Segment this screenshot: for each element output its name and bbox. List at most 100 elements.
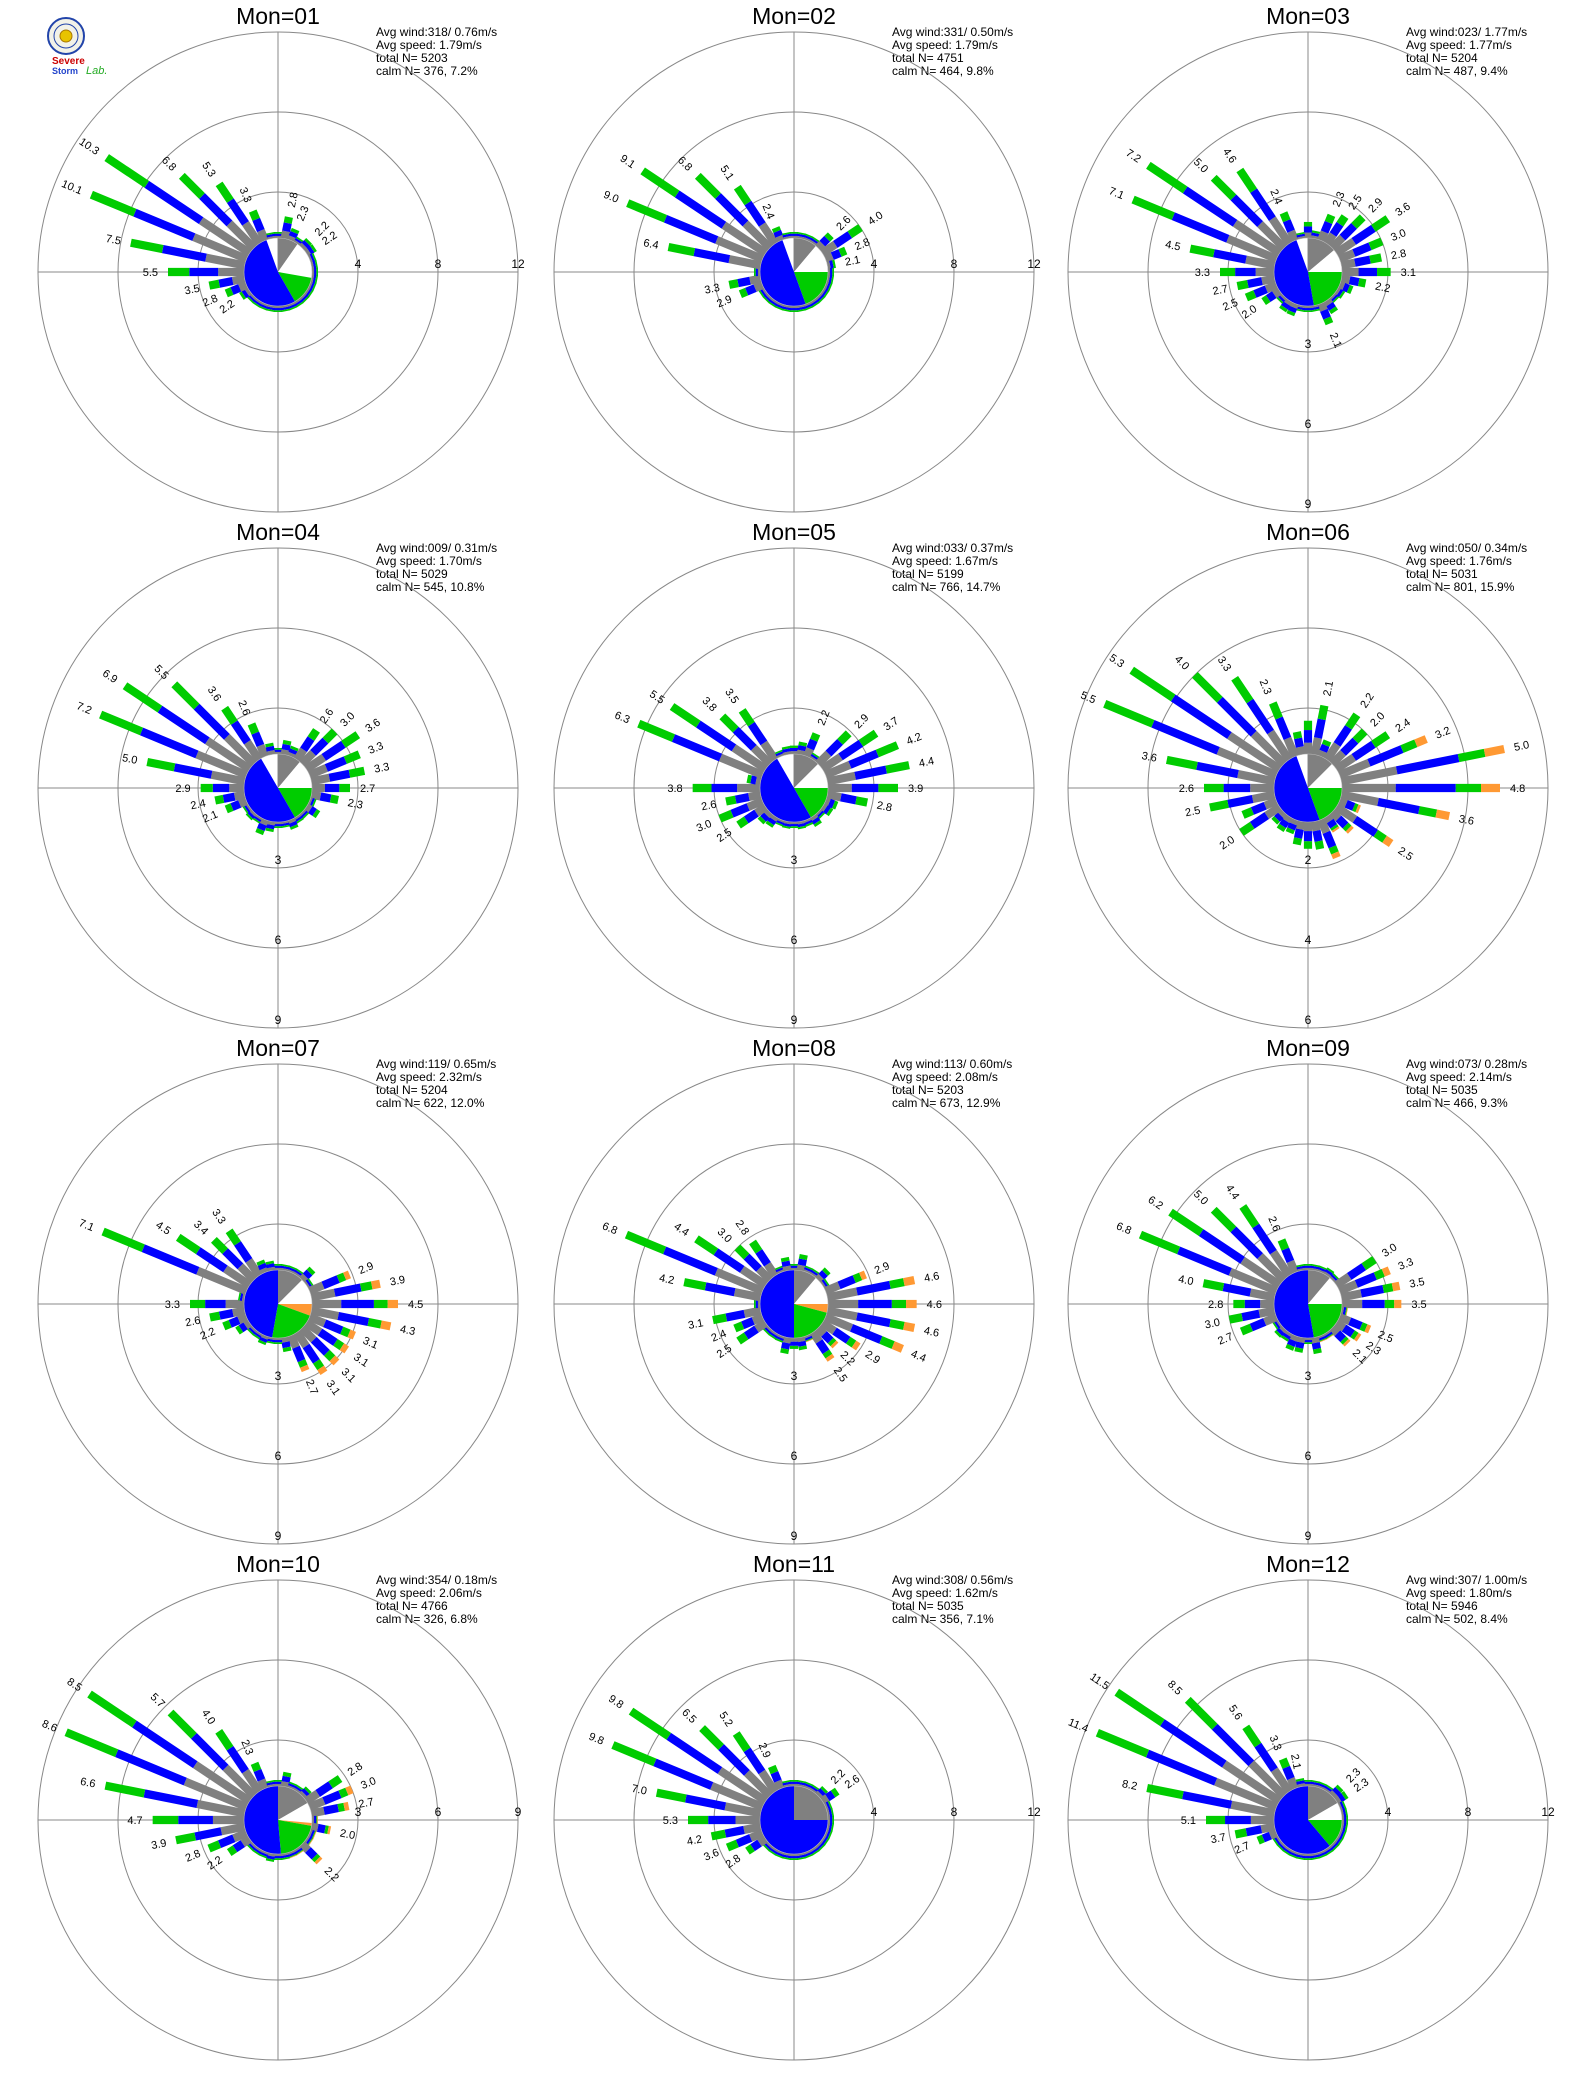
petal-segment <box>1227 794 1254 808</box>
petal-segment <box>238 281 249 292</box>
petal-segment <box>774 1265 784 1271</box>
petal-segment <box>1344 800 1356 811</box>
petal-segment <box>1335 1836 1343 1845</box>
petal-value-label: 7.5 <box>105 233 122 248</box>
petal-segment <box>307 289 314 298</box>
stat-avg-wind: Avg wind:307/ 1.00m/s <box>1406 1573 1527 1587</box>
petal-segment <box>1294 1347 1304 1353</box>
petal-segment <box>823 1837 830 1846</box>
petal-segment <box>173 763 213 779</box>
petal-segment <box>234 1241 253 1263</box>
petal-segment <box>1337 1792 1346 1803</box>
petal-segment <box>303 803 313 813</box>
petal-segment <box>130 238 164 254</box>
petal-segment <box>1329 809 1342 822</box>
petal-segment <box>754 1319 769 1333</box>
stat-avg-wind: Avg wind:113/ 0.60m/s <box>892 1057 1012 1071</box>
petal-segment <box>719 713 739 733</box>
petal-segment <box>1323 1329 1332 1337</box>
petal-segment <box>329 1355 340 1366</box>
petal-segment <box>1350 1330 1359 1340</box>
petal-segment <box>294 237 303 245</box>
petal-segment <box>819 1835 827 1844</box>
petal-segment <box>1318 1853 1328 1859</box>
petal-segment <box>266 1266 276 1272</box>
petal-value-label: 5.0 <box>1191 156 1210 175</box>
petal-segment <box>825 1801 831 1810</box>
petal-segment <box>721 221 769 257</box>
petal-segment <box>324 1825 329 1834</box>
petal-segment <box>797 744 807 752</box>
petal-segment <box>760 812 770 822</box>
petal-value-label: 3.6 <box>1393 200 1412 218</box>
petal-segment <box>1325 1849 1334 1856</box>
petal-segment <box>340 1326 351 1338</box>
petal-segment <box>780 1256 790 1263</box>
petal-segment <box>810 1269 819 1277</box>
petal-segment <box>826 1306 858 1321</box>
petal-segment <box>1287 229 1299 243</box>
petal-segment <box>302 812 310 820</box>
petal-segment <box>309 253 315 262</box>
petal-value-label: 5.2 <box>716 1710 734 1729</box>
petal-segment <box>343 1801 350 1811</box>
petal-value-label: 5.3 <box>199 160 217 179</box>
petal-segment <box>1275 1319 1283 1328</box>
petal-segment <box>1261 295 1271 306</box>
petal-segment <box>803 301 812 307</box>
petal-segment <box>811 752 820 759</box>
panel-title: Mon=02 <box>752 3 836 29</box>
petal-value-label: 2.9 <box>852 712 871 731</box>
petal-segment <box>737 276 751 288</box>
petal-segment <box>257 228 269 243</box>
petal-segment <box>803 1269 812 1275</box>
petal-segment <box>132 1720 198 1769</box>
petal-segment <box>771 226 781 233</box>
ring-label: 6 <box>791 1449 798 1463</box>
petal-segment <box>1287 305 1298 314</box>
petal-value-label: 2.1 <box>201 809 220 826</box>
petal-segment <box>1352 728 1368 744</box>
petal-segment <box>818 1270 828 1280</box>
petal-segment <box>1329 306 1339 315</box>
petal-segment <box>1286 1259 1299 1275</box>
petal-segment <box>1341 1830 1347 1840</box>
petal-segment <box>246 1844 254 1852</box>
petal-segment <box>195 750 249 779</box>
petal-segment <box>242 805 249 814</box>
petal-segment <box>222 1248 244 1270</box>
petal-segment <box>1382 1283 1394 1294</box>
petal-segment <box>1275 716 1292 740</box>
petal-segment <box>811 236 820 243</box>
calm-pie-outline <box>759 1269 829 1339</box>
petal-segment <box>1324 1847 1333 1855</box>
petal-segment <box>776 817 785 823</box>
ring-label: 9 <box>515 1805 522 1819</box>
calm-pie-slice <box>278 754 300 788</box>
petal-segment <box>1261 274 1276 286</box>
petal-value-label: 2.8 <box>724 1853 743 1871</box>
petal-segment <box>245 803 253 812</box>
petal-segment <box>1335 1784 1344 1793</box>
petal-segment <box>725 1309 746 1322</box>
petal-segment <box>258 1336 268 1343</box>
ring-label: 3 <box>275 1369 282 1383</box>
petal-segment <box>167 1709 197 1739</box>
petal-segment <box>1329 293 1337 301</box>
petal-segment <box>1145 1749 1218 1786</box>
petal-segment <box>195 1247 228 1273</box>
petal-segment <box>1257 221 1287 251</box>
petal-segment <box>224 803 234 814</box>
petal-segment <box>1241 807 1254 819</box>
petal-segment <box>293 1271 302 1279</box>
petal-segment <box>847 224 863 239</box>
petal-segment <box>743 1306 762 1318</box>
petal-segment <box>1236 167 1258 193</box>
petal-segment <box>257 1339 267 1346</box>
calm-pie-outline <box>243 1785 313 1855</box>
petal-segment <box>663 1246 718 1276</box>
petal-segment <box>1171 212 1230 243</box>
petal-segment <box>314 1856 323 1865</box>
petal-segment <box>696 720 737 752</box>
petal-segment <box>1182 186 1238 227</box>
